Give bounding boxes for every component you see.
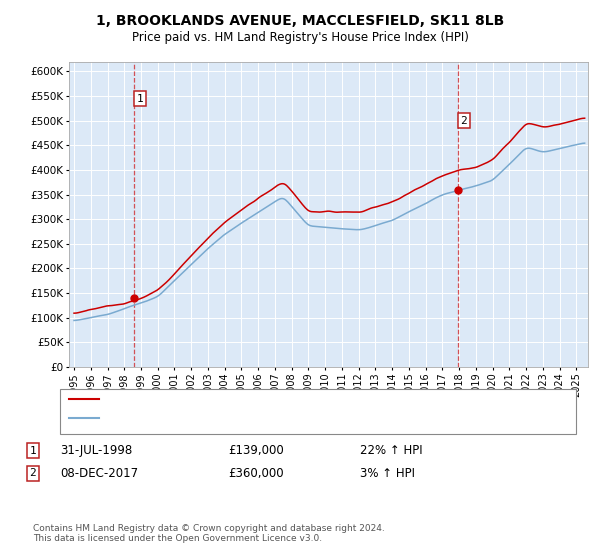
Text: 1, BROOKLANDS AVENUE, MACCLESFIELD, SK11 8LB (detached house): 1, BROOKLANDS AVENUE, MACCLESFIELD, SK11… [105,394,473,404]
Text: 1: 1 [136,94,143,104]
Text: £360,000: £360,000 [228,466,284,480]
Text: 2: 2 [29,468,37,478]
Text: 3% ↑ HPI: 3% ↑ HPI [360,466,415,480]
Text: 1: 1 [29,446,37,456]
Text: Price paid vs. HM Land Registry's House Price Index (HPI): Price paid vs. HM Land Registry's House … [131,31,469,44]
Text: 22% ↑ HPI: 22% ↑ HPI [360,444,422,458]
Text: 08-DEC-2017: 08-DEC-2017 [60,466,138,480]
Text: 2: 2 [460,116,467,125]
Text: 31-JUL-1998: 31-JUL-1998 [60,444,132,458]
Text: HPI: Average price, detached house, Cheshire East: HPI: Average price, detached house, Ches… [105,413,370,423]
Text: £139,000: £139,000 [228,444,284,458]
Text: 1, BROOKLANDS AVENUE, MACCLESFIELD, SK11 8LB: 1, BROOKLANDS AVENUE, MACCLESFIELD, SK11… [96,14,504,28]
Text: Contains HM Land Registry data © Crown copyright and database right 2024.
This d: Contains HM Land Registry data © Crown c… [33,524,385,543]
